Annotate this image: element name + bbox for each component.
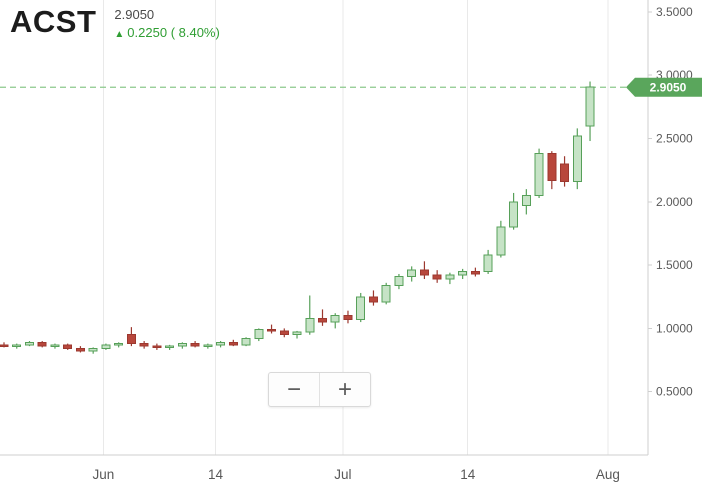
candle-up — [241, 338, 251, 346]
candle-up — [458, 270, 468, 276]
candle-up — [24, 341, 34, 346]
zoom-out-button[interactable]: − — [269, 373, 319, 406]
candle-down — [0, 344, 9, 347]
candle-up — [88, 348, 98, 352]
candle-down — [560, 163, 570, 183]
candle-up — [509, 201, 519, 228]
candle-down — [190, 343, 200, 347]
candle-down — [63, 344, 73, 350]
candle-up — [165, 345, 175, 349]
y-axis-label: 3.5000 — [656, 5, 693, 19]
candle-down — [139, 343, 149, 347]
candle-down — [267, 329, 277, 332]
candle-down — [152, 345, 162, 349]
last-price-tag: 2.9050 — [626, 77, 702, 97]
quote-details: 2.9050 ▲ 0.2250 ( 8.40%) — [114, 4, 219, 43]
candle-up — [216, 341, 226, 346]
candle-down — [279, 330, 289, 336]
candle-down — [419, 269, 429, 276]
candle-up — [356, 296, 366, 321]
candle-up — [305, 317, 315, 333]
candle-up — [483, 254, 493, 272]
candle-up — [114, 343, 124, 346]
candle-up — [585, 86, 595, 127]
candle-up — [534, 153, 544, 196]
candle-down — [368, 296, 378, 303]
price-change: ▲ 0.2250 ( 8.40%) — [114, 24, 219, 43]
zoom-in-button[interactable]: + — [320, 373, 370, 406]
candle-down — [470, 270, 480, 275]
x-axis-label: Aug — [596, 467, 620, 482]
candle-down — [75, 348, 85, 352]
candle-up — [330, 315, 340, 323]
candle-up — [292, 331, 302, 336]
candle-down — [547, 153, 557, 181]
candle-up — [203, 344, 213, 347]
y-axis-label: 2.5000 — [656, 132, 693, 146]
candle-down — [126, 334, 136, 345]
candle-up — [254, 329, 264, 340]
y-axis-label: 0.5000 — [656, 385, 693, 399]
candle-up — [101, 344, 111, 350]
candle-down — [318, 317, 327, 323]
x-axis-label: Jun — [92, 467, 114, 482]
candle-up — [445, 274, 455, 280]
zoom-divider — [319, 373, 320, 406]
zoom-control: − + — [268, 372, 371, 407]
candle-down — [37, 341, 47, 347]
x-axis-label: Jul — [334, 467, 351, 482]
y-axis-label: 1.5000 — [656, 258, 693, 272]
candle-down — [228, 341, 238, 346]
up-arrow-icon: ▲ — [114, 29, 125, 40]
last-price: 2.9050 — [114, 7, 155, 22]
x-axis-label: 14 — [208, 467, 224, 482]
candle-up — [177, 343, 187, 347]
candle-down — [432, 274, 442, 280]
candle-up — [394, 275, 404, 286]
candle-up — [407, 269, 417, 277]
change-percent: ( 8.40%) — [170, 25, 220, 40]
ticker-symbol: ACST — [10, 4, 97, 39]
quote-header: ACST 2.9050 ▲ 0.2250 ( 8.40%) — [10, 4, 220, 43]
candle-up — [496, 226, 506, 256]
last-price-tag-label: 2.9050 — [650, 81, 687, 95]
candle-up — [50, 344, 60, 347]
last-price-tag-shape — [626, 77, 702, 97]
change-value: 0.2250 — [127, 25, 168, 40]
y-axis-label: 1.0000 — [656, 321, 693, 335]
candle-down — [343, 315, 353, 321]
x-axis-label: 14 — [460, 467, 476, 482]
candle-up — [521, 194, 531, 207]
candle-up — [12, 344, 22, 347]
candle-up — [572, 135, 582, 183]
candle-up — [381, 284, 391, 303]
y-axis-label: 2.0000 — [656, 195, 693, 209]
